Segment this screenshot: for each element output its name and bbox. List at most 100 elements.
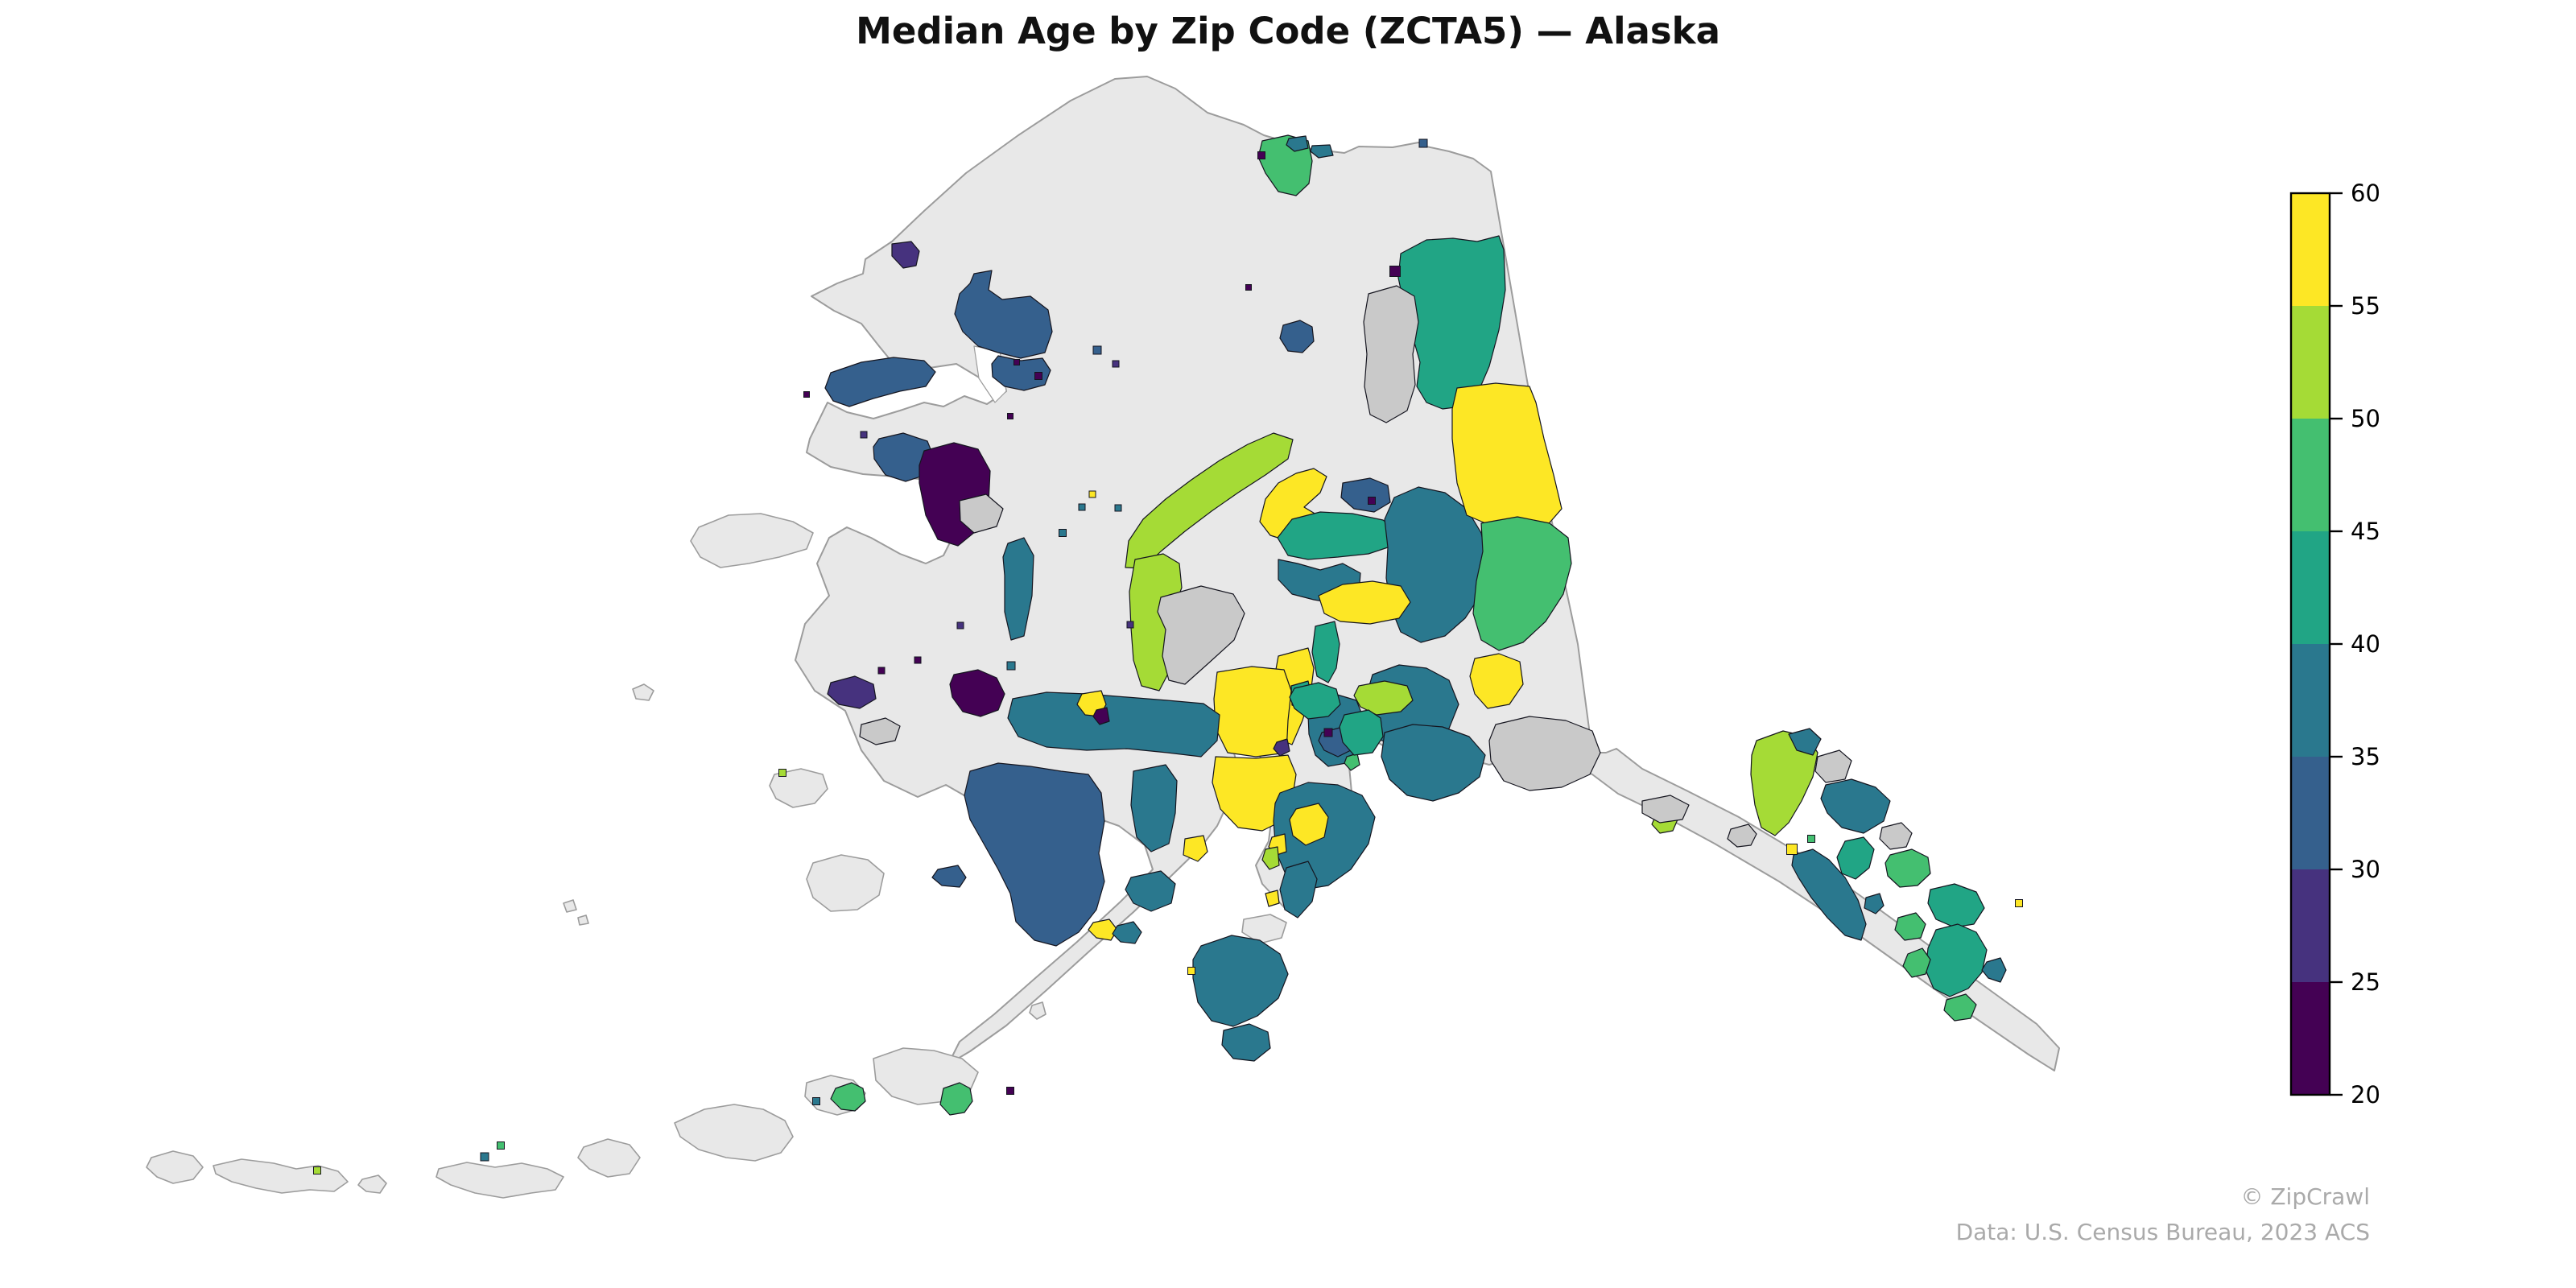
zcta-region-kenai-yellow	[1289, 803, 1329, 846]
zcta-region-yukon-flats-gray	[1363, 285, 1419, 423]
zcta-speck-speck-kobuk-blue	[1092, 345, 1102, 355]
zcta-region-kuskokwim-teal-col	[1130, 764, 1178, 852]
zcta-region-prince-william-teal	[1381, 724, 1486, 802]
zcta-region-seward-blue-north	[824, 357, 936, 407]
zcta-region-palmer-tealgreen	[1339, 709, 1384, 756]
zcta-speck-speck-fairbanks-dark	[1368, 497, 1376, 505]
zcta-region-pan-gray-c	[1727, 824, 1757, 848]
zcta-speck-speck-peninsula-purple	[1006, 1087, 1014, 1095]
zcta-region-talkeetna-ygreen	[1353, 680, 1414, 716]
zcta-region-selawik-blue	[991, 355, 1051, 391]
zcta-speck-speck-nelson-ygreen	[778, 769, 786, 777]
colorbar-band-20-25	[2291, 982, 2330, 1095]
page-title: Median Age by Zip Code (ZCTA5) — Alaska	[856, 10, 1720, 52]
zcta-region-yk-gray-a	[859, 717, 901, 745]
zcta-region-naknek-yellow	[1088, 919, 1118, 941]
zcta-region-copper-river-gray	[1488, 716, 1601, 791]
zcta-speck-speck-galena-yellow	[1088, 490, 1096, 498]
zcta-region-yk-darkpurple	[949, 669, 1005, 717]
zcta-region-fairbanks-navy	[1340, 477, 1391, 513]
zcta-speck-speck-hyder-yellow	[2015, 899, 2023, 907]
zcta-region-point-hope-purple	[891, 241, 920, 269]
aleutian-c	[357, 1174, 387, 1194]
zcta-speck-speck-grayling-purple	[1126, 621, 1134, 629]
zcta-region-utqiagvik-teal-cap	[1286, 135, 1309, 152]
zcta-speck-speck-koyuk-purple	[1007, 413, 1013, 419]
zcta-region-delta-yellow	[1469, 653, 1524, 709]
zcta-region-minchumina-gray	[1157, 585, 1245, 685]
zcta-speck-speck-adak-ygreen	[313, 1166, 321, 1174]
colorbar-tick-label: 50	[2351, 405, 2380, 432]
colorbar-band-50-55	[2291, 306, 2330, 419]
zcta-region-upper-yukon-yellow-block	[1451, 382, 1563, 532]
zcta-speck-speck-fort-yukon-purple	[1389, 266, 1401, 277]
afognak-island	[1241, 914, 1287, 944]
st-matthew-island	[632, 683, 654, 701]
zcta-region-norton-gray	[959, 493, 1004, 534]
colorbar-band-40-45	[2291, 531, 2330, 644]
zcta-speck-speck-holycross-teal	[1006, 661, 1016, 671]
zcta-region-pan-gray-a	[1814, 749, 1852, 783]
colorbar-tick-label: 60	[2351, 180, 2380, 207]
colorbar-tick-label: 55	[2351, 292, 2380, 320]
shumagin-gray	[1029, 1001, 1046, 1020]
zcta-region-kodiak-teal-a	[1192, 935, 1289, 1027]
zcta-speck-speck-diomede-purple	[803, 391, 810, 398]
zcta-region-togiak-blue	[931, 865, 967, 888]
aleutian-a	[146, 1150, 204, 1184]
zcta-region-dillingham-teal	[1125, 870, 1176, 912]
nunivak-island	[806, 854, 885, 912]
colorbar-band-45-50	[2291, 419, 2330, 531]
zcta-region-naknek-teal	[1112, 921, 1142, 944]
zcta-region-utqiagvik-teal-b	[1310, 144, 1334, 159]
zcta-region-healy-tealgreen	[1311, 621, 1340, 683]
colorbar-tick-label: 20	[2351, 1081, 2380, 1108]
zcta-region-king-cove-green	[830, 1082, 866, 1112]
zcta-region-noatak-blue	[954, 270, 1053, 359]
zcta-speck-speck-teal-kaiyuh	[1059, 529, 1067, 537]
zcta-speck-speck-kaltag-purple	[956, 621, 964, 630]
zcta-region-lime-village-yellow	[1183, 835, 1208, 862]
zcta-region-hoonah-green-cluster	[1885, 848, 1931, 888]
zcta-region-sand-point-green	[939, 1082, 973, 1116]
zcta-region-craig-green	[1902, 947, 1931, 978]
zcta-speck-speck-coast-blue	[1418, 138, 1428, 148]
aleutian-b	[213, 1158, 349, 1194]
nelson-island	[769, 768, 828, 808]
zcta-region-kenai-ygreen	[1261, 846, 1280, 870]
pribilof-a	[563, 899, 577, 913]
zcta-speck-speck-aleut-teal	[812, 1097, 820, 1105]
zcta-region-kake-teal	[1864, 893, 1885, 914]
zcta-region-seward-blue-sw	[873, 432, 935, 482]
zcta-region-juneau-teal	[1820, 778, 1891, 834]
aleutian-d	[436, 1162, 564, 1199]
colorbar-tick-label: 45	[2351, 518, 2380, 545]
zcta-region-susitna-green	[1289, 682, 1341, 720]
zcta-speck-speck-kobuk-purple	[1112, 360, 1120, 368]
zcta-speck-speck-marshall-purple	[914, 656, 922, 664]
zcta-speck-speck-unalaska-teal	[480, 1152, 489, 1162]
zcta-region-minto-yellow-bar	[1318, 580, 1411, 625]
zcta-speck-speck-buckland-purple	[1013, 359, 1020, 365]
zcta-region-yakutat-gray	[1641, 795, 1690, 824]
zcta-speck-speck-ruby-teal	[1114, 504, 1122, 512]
zcta-speck-speck-atka-green	[497, 1141, 505, 1150]
zcta-region-wrangell-green	[1894, 912, 1926, 941]
zcta-speck-speck-colville-purple	[1245, 284, 1252, 291]
colorbar-band-55-60	[2291, 193, 2330, 306]
zcta-speck-speck-kodiak-yellow	[1187, 967, 1195, 975]
aleutian-unalaska	[674, 1104, 794, 1162]
st-lawrence-island	[690, 513, 814, 568]
zcta-region-pan-gray-b	[1879, 822, 1913, 850]
zcta-region-baranof-teal	[1791, 848, 1867, 941]
colorbar-tick-label: 30	[2351, 856, 2380, 883]
zcta-speck-speck-anchorage-dark	[1323, 728, 1333, 737]
zcta-region-bethel-blue	[964, 762, 1105, 947]
zcta-speck-speck-golovin-purple	[860, 431, 868, 439]
aleutian-e	[577, 1138, 641, 1178]
zcta-region-kodiak-teal-b	[1221, 1023, 1271, 1062]
zcta-speck-speck-skagway-yellow	[1786, 844, 1798, 855]
zcta-speck-speck-nulato-teal	[1078, 503, 1086, 511]
